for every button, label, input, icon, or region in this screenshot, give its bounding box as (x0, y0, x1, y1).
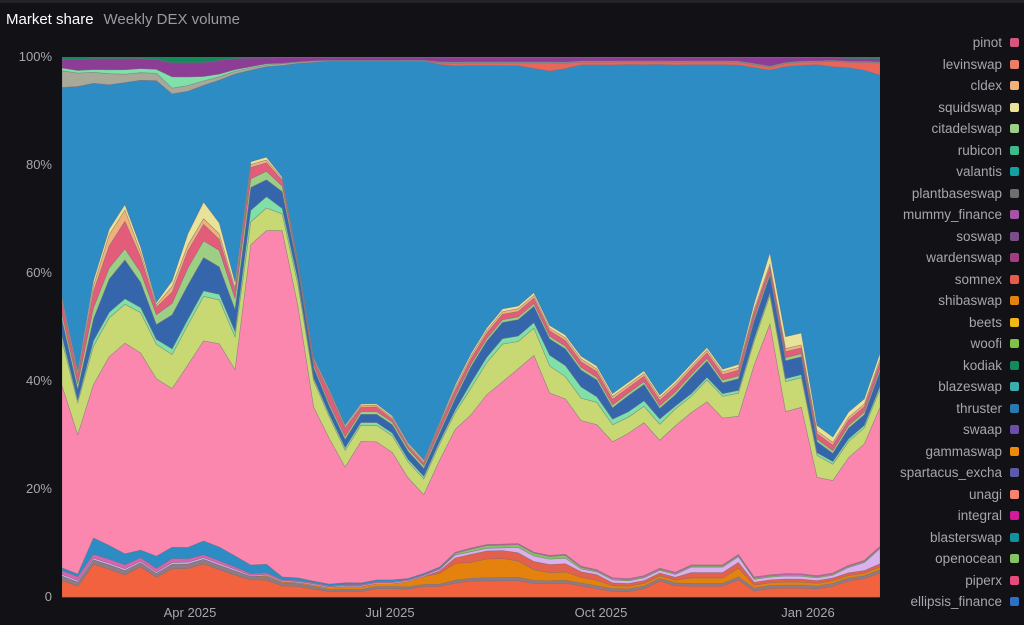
legend-swatch-icon (1010, 124, 1019, 134)
legend: pinot levinswap cldex squidswap citadelswap r… (874, 32, 1024, 625)
x-tick-label: Jul 2025 (365, 605, 415, 620)
legend-swatch-icon (1010, 188, 1019, 198)
legend-label: openocean (935, 551, 1002, 567)
legend-item[interactable]: piperx (874, 570, 1024, 592)
legend-swatch-icon (1010, 403, 1019, 413)
legend-item[interactable]: blasterswap (874, 527, 1024, 549)
legend-item[interactable]: soswap (874, 226, 1024, 248)
chart-header: Market share Weekly DEX volume (6, 11, 240, 28)
legend-label: levinswap (942, 56, 1002, 72)
legend-item[interactable]: rubicon (874, 140, 1024, 162)
legend-label: spartacus_excha (899, 465, 1002, 481)
legend-item[interactable]: beets (874, 312, 1024, 334)
legend-label: unagi (968, 486, 1002, 502)
legend-swatch-icon (1010, 511, 1019, 521)
chart-title: Market share (6, 11, 94, 28)
legend-item[interactable]: swaap (874, 419, 1024, 441)
legend-swatch-icon (1010, 231, 1019, 241)
y-tick-label: 80% (25, 157, 52, 172)
legend-item[interactable]: ellipsis_finance (874, 591, 1024, 613)
legend-swatch-icon (1010, 38, 1019, 48)
y-tick-label: 60% (25, 265, 52, 280)
legend-swatch-icon (1010, 597, 1019, 607)
legend-item[interactable]: cldex (874, 75, 1024, 97)
legend-swatch-icon (1010, 59, 1019, 69)
legend-swatch-icon (1010, 81, 1019, 91)
legend-label: plantbaseswap (911, 185, 1002, 201)
legend-item[interactable]: plantbaseswap (874, 183, 1024, 205)
y-tick-label: 40% (25, 373, 52, 388)
legend-swatch-icon (1010, 253, 1019, 263)
legend-swatch-icon (1010, 532, 1019, 542)
legend-label: shibaswap (938, 293, 1002, 309)
top-border (0, 0, 1024, 3)
y-tick-label: 20% (25, 481, 52, 496)
legend-label: woofi (970, 336, 1002, 352)
legend-swatch-icon (1010, 575, 1019, 585)
legend-item[interactable]: unagi (874, 484, 1024, 506)
legend-label: ellipsis_finance (910, 594, 1002, 610)
legend-item[interactable]: thruster (874, 398, 1024, 420)
legend-label: cldex (970, 78, 1002, 94)
legend-label: mummy_finance (902, 207, 1002, 223)
x-tick-label: Jan 2026 (781, 605, 835, 620)
legend-label: citadelswap (931, 121, 1002, 137)
legend-swatch-icon (1010, 382, 1019, 392)
legend-swatch-icon (1010, 102, 1019, 112)
legend-item[interactable]: wardenswap (874, 247, 1024, 269)
stacked-area-chart[interactable] (62, 57, 880, 598)
legend-item[interactable]: levinswap (874, 54, 1024, 76)
area-series-kodiak[interactable] (62, 57, 880, 64)
legend-label: squidswap (938, 99, 1002, 115)
legend-item[interactable]: spartacus_excha (874, 462, 1024, 484)
legend-label: swaap (962, 422, 1002, 438)
legend-label: piperx (965, 572, 1002, 588)
legend-item[interactable]: pinot (874, 32, 1024, 54)
chart-subtitle: Weekly DEX volume (103, 11, 240, 28)
legend-label: gammaswap (925, 443, 1002, 459)
legend-item[interactable]: somnex (874, 269, 1024, 291)
legend-label: kodiak (962, 357, 1002, 373)
legend-swatch-icon (1010, 446, 1019, 456)
legend-label: integral (957, 508, 1002, 524)
legend-item[interactable]: kodiak (874, 355, 1024, 377)
legend-label: beets (968, 314, 1002, 330)
legend-label: soswap (956, 228, 1002, 244)
legend-swatch-icon (1010, 145, 1019, 155)
legend-item[interactable]: shibaswap (874, 290, 1024, 312)
legend-label: blazeswap (938, 379, 1002, 395)
legend-swatch-icon (1010, 489, 1019, 499)
legend-item[interactable]: valantis (874, 161, 1024, 183)
legend-swatch-icon (1010, 317, 1019, 327)
x-axis-line (62, 597, 880, 598)
y-tick-label: 0 (44, 589, 52, 604)
legend-swatch-icon (1010, 210, 1019, 220)
legend-swatch-icon (1010, 425, 1019, 435)
legend-swatch-icon (1010, 339, 1019, 349)
legend-item[interactable]: mummy_finance (874, 204, 1024, 226)
legend-item[interactable]: woofi (874, 333, 1024, 355)
legend-label: pinot (972, 35, 1002, 51)
legend-label: valantis (956, 164, 1002, 180)
legend-label: thruster (956, 400, 1002, 416)
legend-swatch-icon (1010, 167, 1019, 177)
legend-item[interactable]: integral (874, 505, 1024, 527)
x-tick-label: Oct 2025 (574, 605, 628, 620)
legend-label: blasterswap (929, 529, 1002, 545)
legend-label: wardenswap (926, 250, 1002, 266)
legend-label: rubicon (957, 142, 1002, 158)
legend-item[interactable]: gammaswap (874, 441, 1024, 463)
legend-item[interactable]: citadelswap (874, 118, 1024, 140)
legend-swatch-icon (1010, 468, 1019, 478)
legend-swatch-icon (1010, 360, 1019, 370)
legend-swatch-icon (1010, 296, 1019, 306)
legend-swatch-icon (1010, 274, 1019, 284)
legend-item[interactable]: squidswap (874, 97, 1024, 119)
legend-item[interactable]: blazeswap (874, 376, 1024, 398)
y-tick-label: 100% (18, 49, 52, 64)
legend-item[interactable]: openocean (874, 548, 1024, 570)
x-tick-label: Apr 2025 (163, 605, 217, 620)
legend-label: somnex (954, 271, 1002, 287)
legend-swatch-icon (1010, 554, 1019, 564)
